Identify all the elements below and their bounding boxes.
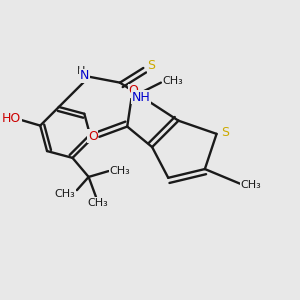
- Text: O: O: [128, 84, 138, 97]
- Text: CH₃: CH₃: [109, 166, 130, 176]
- Text: HO: HO: [2, 112, 21, 125]
- Text: NH: NH: [132, 91, 150, 104]
- Text: CH₃: CH₃: [163, 76, 184, 86]
- Text: CH₃: CH₃: [55, 189, 76, 199]
- Text: O: O: [88, 130, 98, 143]
- Text: S: S: [221, 126, 230, 139]
- Text: H: H: [77, 67, 85, 76]
- Text: S: S: [148, 59, 155, 72]
- Text: CH₃: CH₃: [87, 198, 108, 208]
- Text: N: N: [80, 69, 89, 82]
- Text: CH₃: CH₃: [241, 180, 262, 190]
